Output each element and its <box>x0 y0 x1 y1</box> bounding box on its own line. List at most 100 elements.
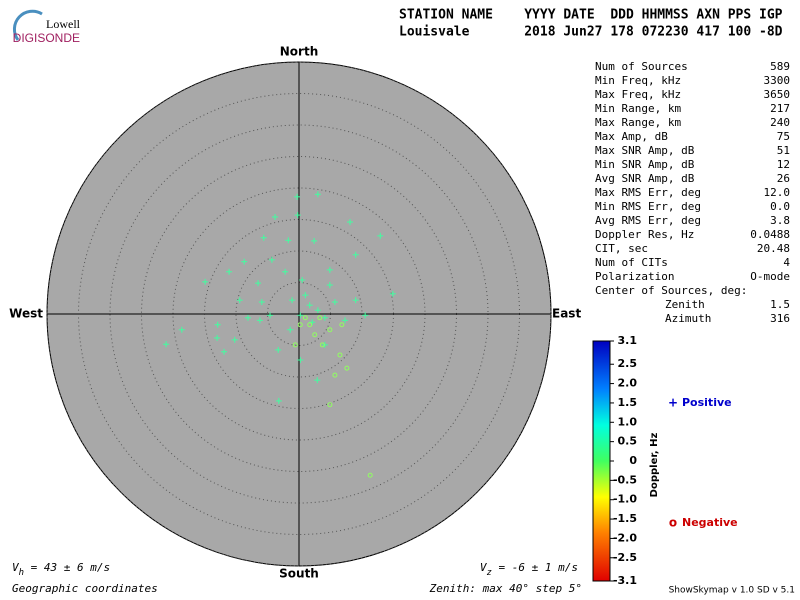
source-point <box>307 322 313 328</box>
stat-value: 217 <box>770 102 790 115</box>
stat-label: Num of Sources <box>595 60 688 73</box>
source-point <box>362 312 369 319</box>
source-point <box>337 352 343 358</box>
colorbar <box>592 340 611 582</box>
source-point <box>202 278 209 285</box>
source-point <box>331 299 338 306</box>
source-point <box>347 219 354 226</box>
stat-label: Max SNR Amp, dB <box>595 144 695 157</box>
source-point <box>327 402 333 408</box>
source-point <box>231 336 238 343</box>
source-point <box>272 213 279 220</box>
colorbar-title: Doppler, Hz <box>649 433 660 498</box>
legend-marker: + <box>668 396 678 410</box>
stat-label: Azimuth <box>665 312 711 325</box>
stat-label: Num of CITs <box>595 256 668 269</box>
colorbar-tick-label: -1.5 <box>613 512 637 525</box>
source-point <box>332 372 338 378</box>
source-point <box>282 268 289 275</box>
colorbar-tick-label: 1.0 <box>618 415 638 428</box>
source-point <box>297 322 303 328</box>
stat-value: 12.0 <box>764 186 791 199</box>
velocity-text: Vh = 43 ± 6 m/s <box>12 561 110 578</box>
stat-label: Avg SNR Amp, dB <box>595 172 695 185</box>
source-point <box>214 321 221 328</box>
source-point <box>326 266 333 273</box>
colorbar-tick-label: -3.1 <box>613 574 637 587</box>
source-point <box>285 237 292 244</box>
colorbar-tick-label: 2.0 <box>618 377 638 390</box>
source-point <box>327 327 333 333</box>
source-point <box>319 342 325 348</box>
source-point <box>312 332 318 338</box>
source-point <box>297 312 304 319</box>
stat-label: CIT, sec <box>595 242 648 255</box>
source-point <box>289 297 296 304</box>
stat-label: Center of Sources, deg: <box>595 284 747 297</box>
header-line: STATION NAME YYYY DATE DDD HHMMSS AXN PP… <box>399 8 783 23</box>
source-point <box>352 251 359 258</box>
colorbar-tick-label: -2.0 <box>613 531 637 544</box>
source-point <box>341 317 348 324</box>
direction-label: North <box>280 45 318 59</box>
velocity-part: = -6 ± 1 m/s <box>492 561 578 574</box>
stat-value: O-mode <box>750 270 790 283</box>
stat-value: 0.0 <box>770 200 790 213</box>
stat-value: 51 <box>777 144 790 157</box>
source-point <box>267 312 274 319</box>
source-point <box>214 334 221 341</box>
stat-value: 3.8 <box>770 214 790 227</box>
source-point <box>302 315 308 321</box>
source-point <box>255 280 262 287</box>
stat-value: 75 <box>777 130 790 143</box>
stat-label: Min Freq, kHz <box>595 74 681 87</box>
coords-note: Geographic coordinates <box>12 582 158 595</box>
source-point <box>299 276 306 283</box>
stat-value: 316 <box>770 312 790 325</box>
stat-label: Doppler Res, Hz <box>595 228 694 241</box>
source-point <box>268 256 275 263</box>
velocity-part: V <box>12 561 20 574</box>
source-point <box>294 193 301 200</box>
logo-top: Lowell <box>46 17 81 31</box>
source-point <box>236 297 243 304</box>
source-point <box>302 292 309 299</box>
direction-label: South <box>279 567 319 581</box>
stat-value: 3650 <box>764 88 791 101</box>
source-point <box>367 472 373 478</box>
stat-label: Min SNR Amp, dB <box>595 158 695 171</box>
stat-value: 1.5 <box>770 298 790 311</box>
velocity-part: = 43 ± 6 m/s <box>24 561 110 574</box>
legend-marker: o <box>669 516 677 530</box>
stat-value: 0.0488 <box>750 228 790 241</box>
source-point <box>163 341 170 348</box>
source-point <box>326 282 333 289</box>
source-point <box>314 377 321 384</box>
source-point <box>311 237 318 244</box>
velocity-part: z <box>486 568 491 578</box>
velocity-text: Vz = -6 ± 1 m/s <box>480 561 578 578</box>
source-point <box>297 356 304 363</box>
colorbar-tick-label: -0.5 <box>613 473 637 486</box>
stat-value: 589 <box>770 60 790 73</box>
stat-label: Min Range, km <box>595 102 681 115</box>
source-point <box>258 299 265 306</box>
stat-value: 240 <box>770 116 790 129</box>
version-note: ShowSkymap v 1.0 SD v 5.1 <box>669 586 795 596</box>
velocity-part: h <box>19 568 24 578</box>
source-point <box>352 297 359 304</box>
source-point <box>314 307 321 314</box>
source-point <box>306 302 313 309</box>
colorbar-tick-label: -1.0 <box>613 493 637 506</box>
velocity-part: V <box>480 561 488 574</box>
source-point <box>321 314 328 321</box>
source-point <box>321 341 328 348</box>
stat-label: Avg RMS Err, deg <box>595 214 701 227</box>
stat-label: Max Amp, dB <box>595 130 668 143</box>
stat-value: 20.48 <box>757 242 790 255</box>
colorbar-tick-label: 1.5 <box>618 396 638 409</box>
source-point <box>275 346 282 353</box>
source-point <box>339 322 345 328</box>
header-line: Louisvale 2018 Jun27 178 072230 417 100 … <box>399 25 783 40</box>
